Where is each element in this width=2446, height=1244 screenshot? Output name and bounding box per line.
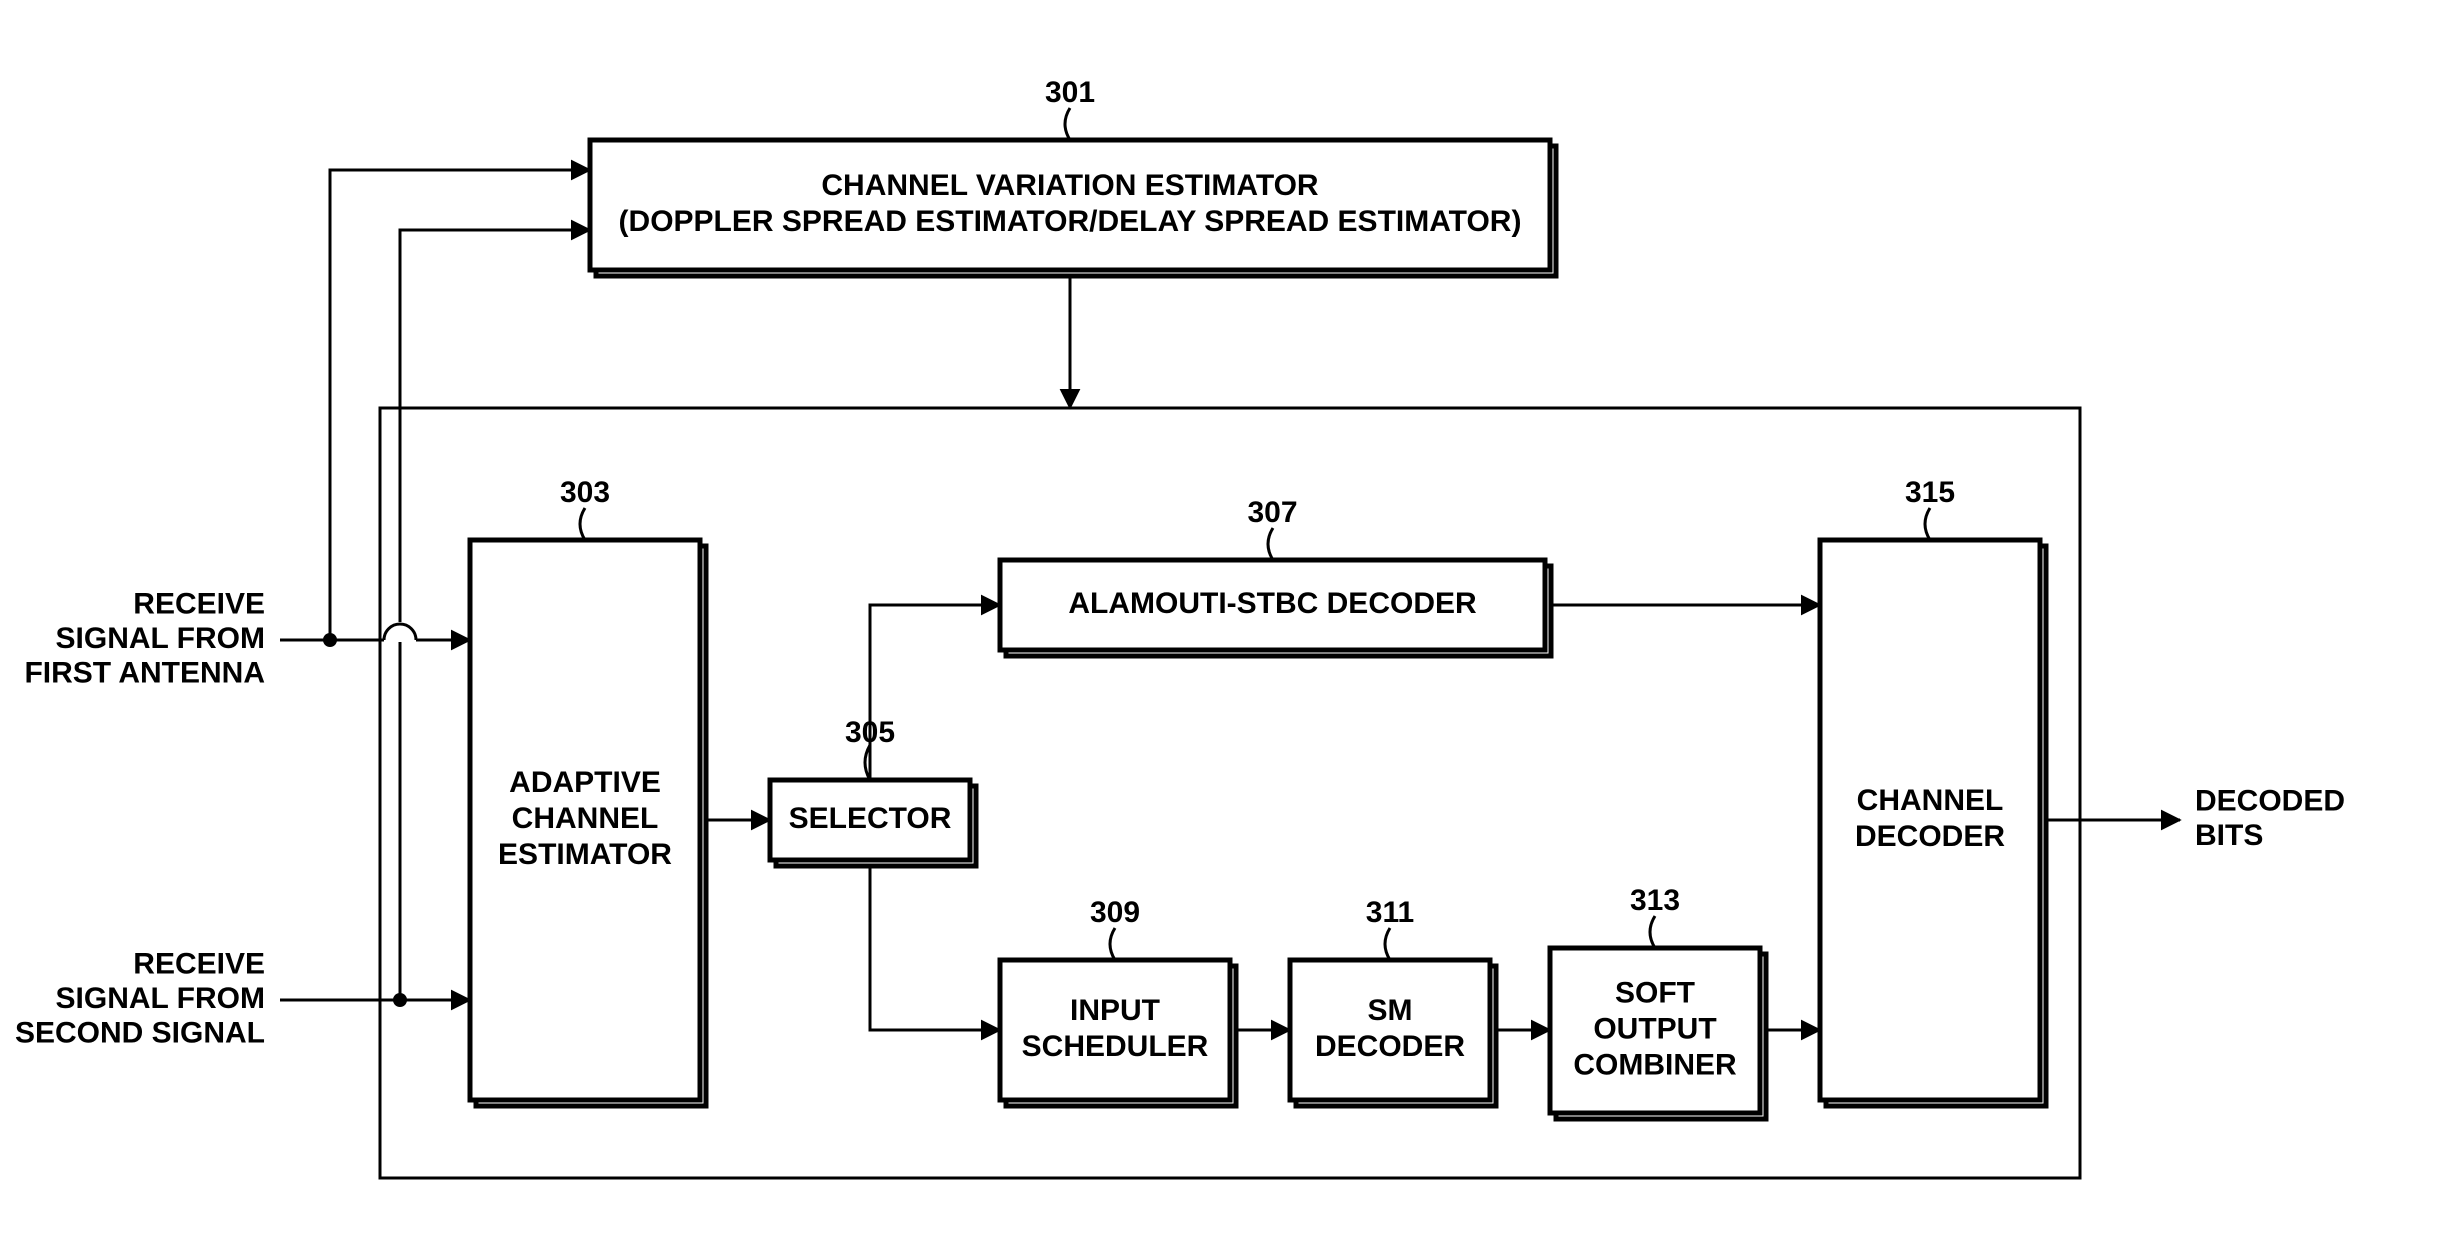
ref-tick: [1385, 928, 1390, 960]
input-rx2-label: RECEIVE: [133, 947, 265, 980]
block-cve-label: (DOPPLER SPREAD ESTIMATOR/DELAY SPREAD E…: [619, 205, 1522, 238]
output-label: BITS: [2195, 819, 2263, 852]
block-soc-label: OUTPUT: [1593, 1012, 1716, 1045]
block-chdec-label: CHANNEL: [1857, 784, 2004, 817]
block-ace-ref: 303: [560, 476, 610, 509]
block-insch-ref: 309: [1090, 896, 1140, 929]
block-ace-label: ESTIMATOR: [498, 838, 672, 871]
ref-tick: [1268, 528, 1273, 560]
block-stbc-ref: 307: [1247, 496, 1297, 529]
output-label: DECODED: [2195, 785, 2345, 818]
block-smdec-label: SM: [1368, 994, 1413, 1027]
block-soc-ref: 313: [1630, 884, 1680, 917]
block-soc-label: SOFT: [1615, 976, 1695, 1009]
block-cve-label: CHANNEL VARIATION ESTIMATOR: [821, 169, 1319, 202]
block-chdec-label: DECODER: [1855, 820, 2005, 853]
block-ace-label: CHANNEL: [512, 802, 659, 835]
block-insch-label: INPUT: [1070, 994, 1160, 1027]
block-smdec-ref: 311: [1366, 896, 1414, 929]
signal-tap-dot: [393, 993, 407, 1007]
input-rx1-label: RECEIVE: [133, 587, 265, 620]
ref-tick: [580, 508, 585, 540]
ref-tick: [1065, 108, 1070, 140]
signal-tap-dot: [323, 633, 337, 647]
block-cve-ref: 301: [1045, 76, 1095, 109]
input-rx2-label: SECOND SIGNAL: [15, 1016, 265, 1049]
block-insch-label: SCHEDULER: [1022, 1030, 1209, 1063]
edge-sel_down-insch_in: [870, 860, 1000, 1030]
edge-sel_up-stbc_in: [870, 605, 1000, 780]
input-rx1-label: FIRST ANTENNA: [24, 656, 265, 689]
ref-tick: [1650, 916, 1655, 948]
block-smdec-label: DECODER: [1315, 1030, 1465, 1063]
block-sel-ref: 305: [845, 716, 895, 749]
ref-tick: [1925, 508, 1930, 540]
input-rx1-label: SIGNAL FROM: [56, 622, 265, 655]
block-chdec-ref: 315: [1905, 476, 1955, 509]
block-ace-label: ADAPTIVE: [509, 766, 661, 799]
block-sel-label: SELECTOR: [789, 802, 952, 835]
ref-tick: [1110, 928, 1115, 960]
input-rx2-label: SIGNAL FROM: [56, 982, 265, 1015]
block-stbc-label: ALAMOUTI-STBC DECODER: [1068, 587, 1477, 620]
block-soc-label: COMBINER: [1573, 1048, 1737, 1081]
